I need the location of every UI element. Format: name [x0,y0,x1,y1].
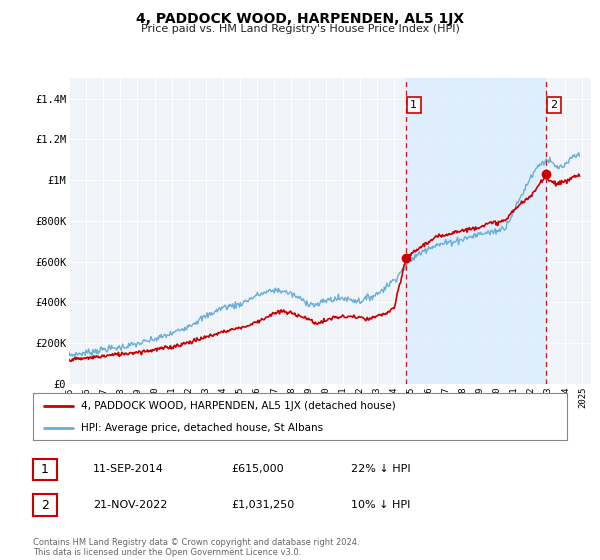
Text: 1: 1 [410,100,417,110]
Text: 2: 2 [41,498,49,512]
Text: This data is licensed under the Open Government Licence v3.0.: This data is licensed under the Open Gov… [33,548,301,557]
Text: 22% ↓ HPI: 22% ↓ HPI [351,464,410,474]
Text: £615,000: £615,000 [231,464,284,474]
Text: HPI: Average price, detached house, St Albans: HPI: Average price, detached house, St A… [81,423,323,433]
Text: 1: 1 [41,463,49,476]
Bar [406,78,547,384]
Text: 10% ↓ HPI: 10% ↓ HPI [351,500,410,510]
Text: £1,031,250: £1,031,250 [231,500,294,510]
Text: 2: 2 [551,100,558,110]
Text: 11-SEP-2014: 11-SEP-2014 [93,464,164,474]
Text: Price paid vs. HM Land Registry's House Price Index (HPI): Price paid vs. HM Land Registry's House … [140,24,460,34]
Text: Contains HM Land Registry data © Crown copyright and database right 2024.: Contains HM Land Registry data © Crown c… [33,538,359,547]
Text: 21-NOV-2022: 21-NOV-2022 [93,500,167,510]
Text: 4, PADDOCK WOOD, HARPENDEN, AL5 1JX (detached house): 4, PADDOCK WOOD, HARPENDEN, AL5 1JX (det… [81,401,396,411]
Text: 4, PADDOCK WOOD, HARPENDEN, AL5 1JX: 4, PADDOCK WOOD, HARPENDEN, AL5 1JX [136,12,464,26]
